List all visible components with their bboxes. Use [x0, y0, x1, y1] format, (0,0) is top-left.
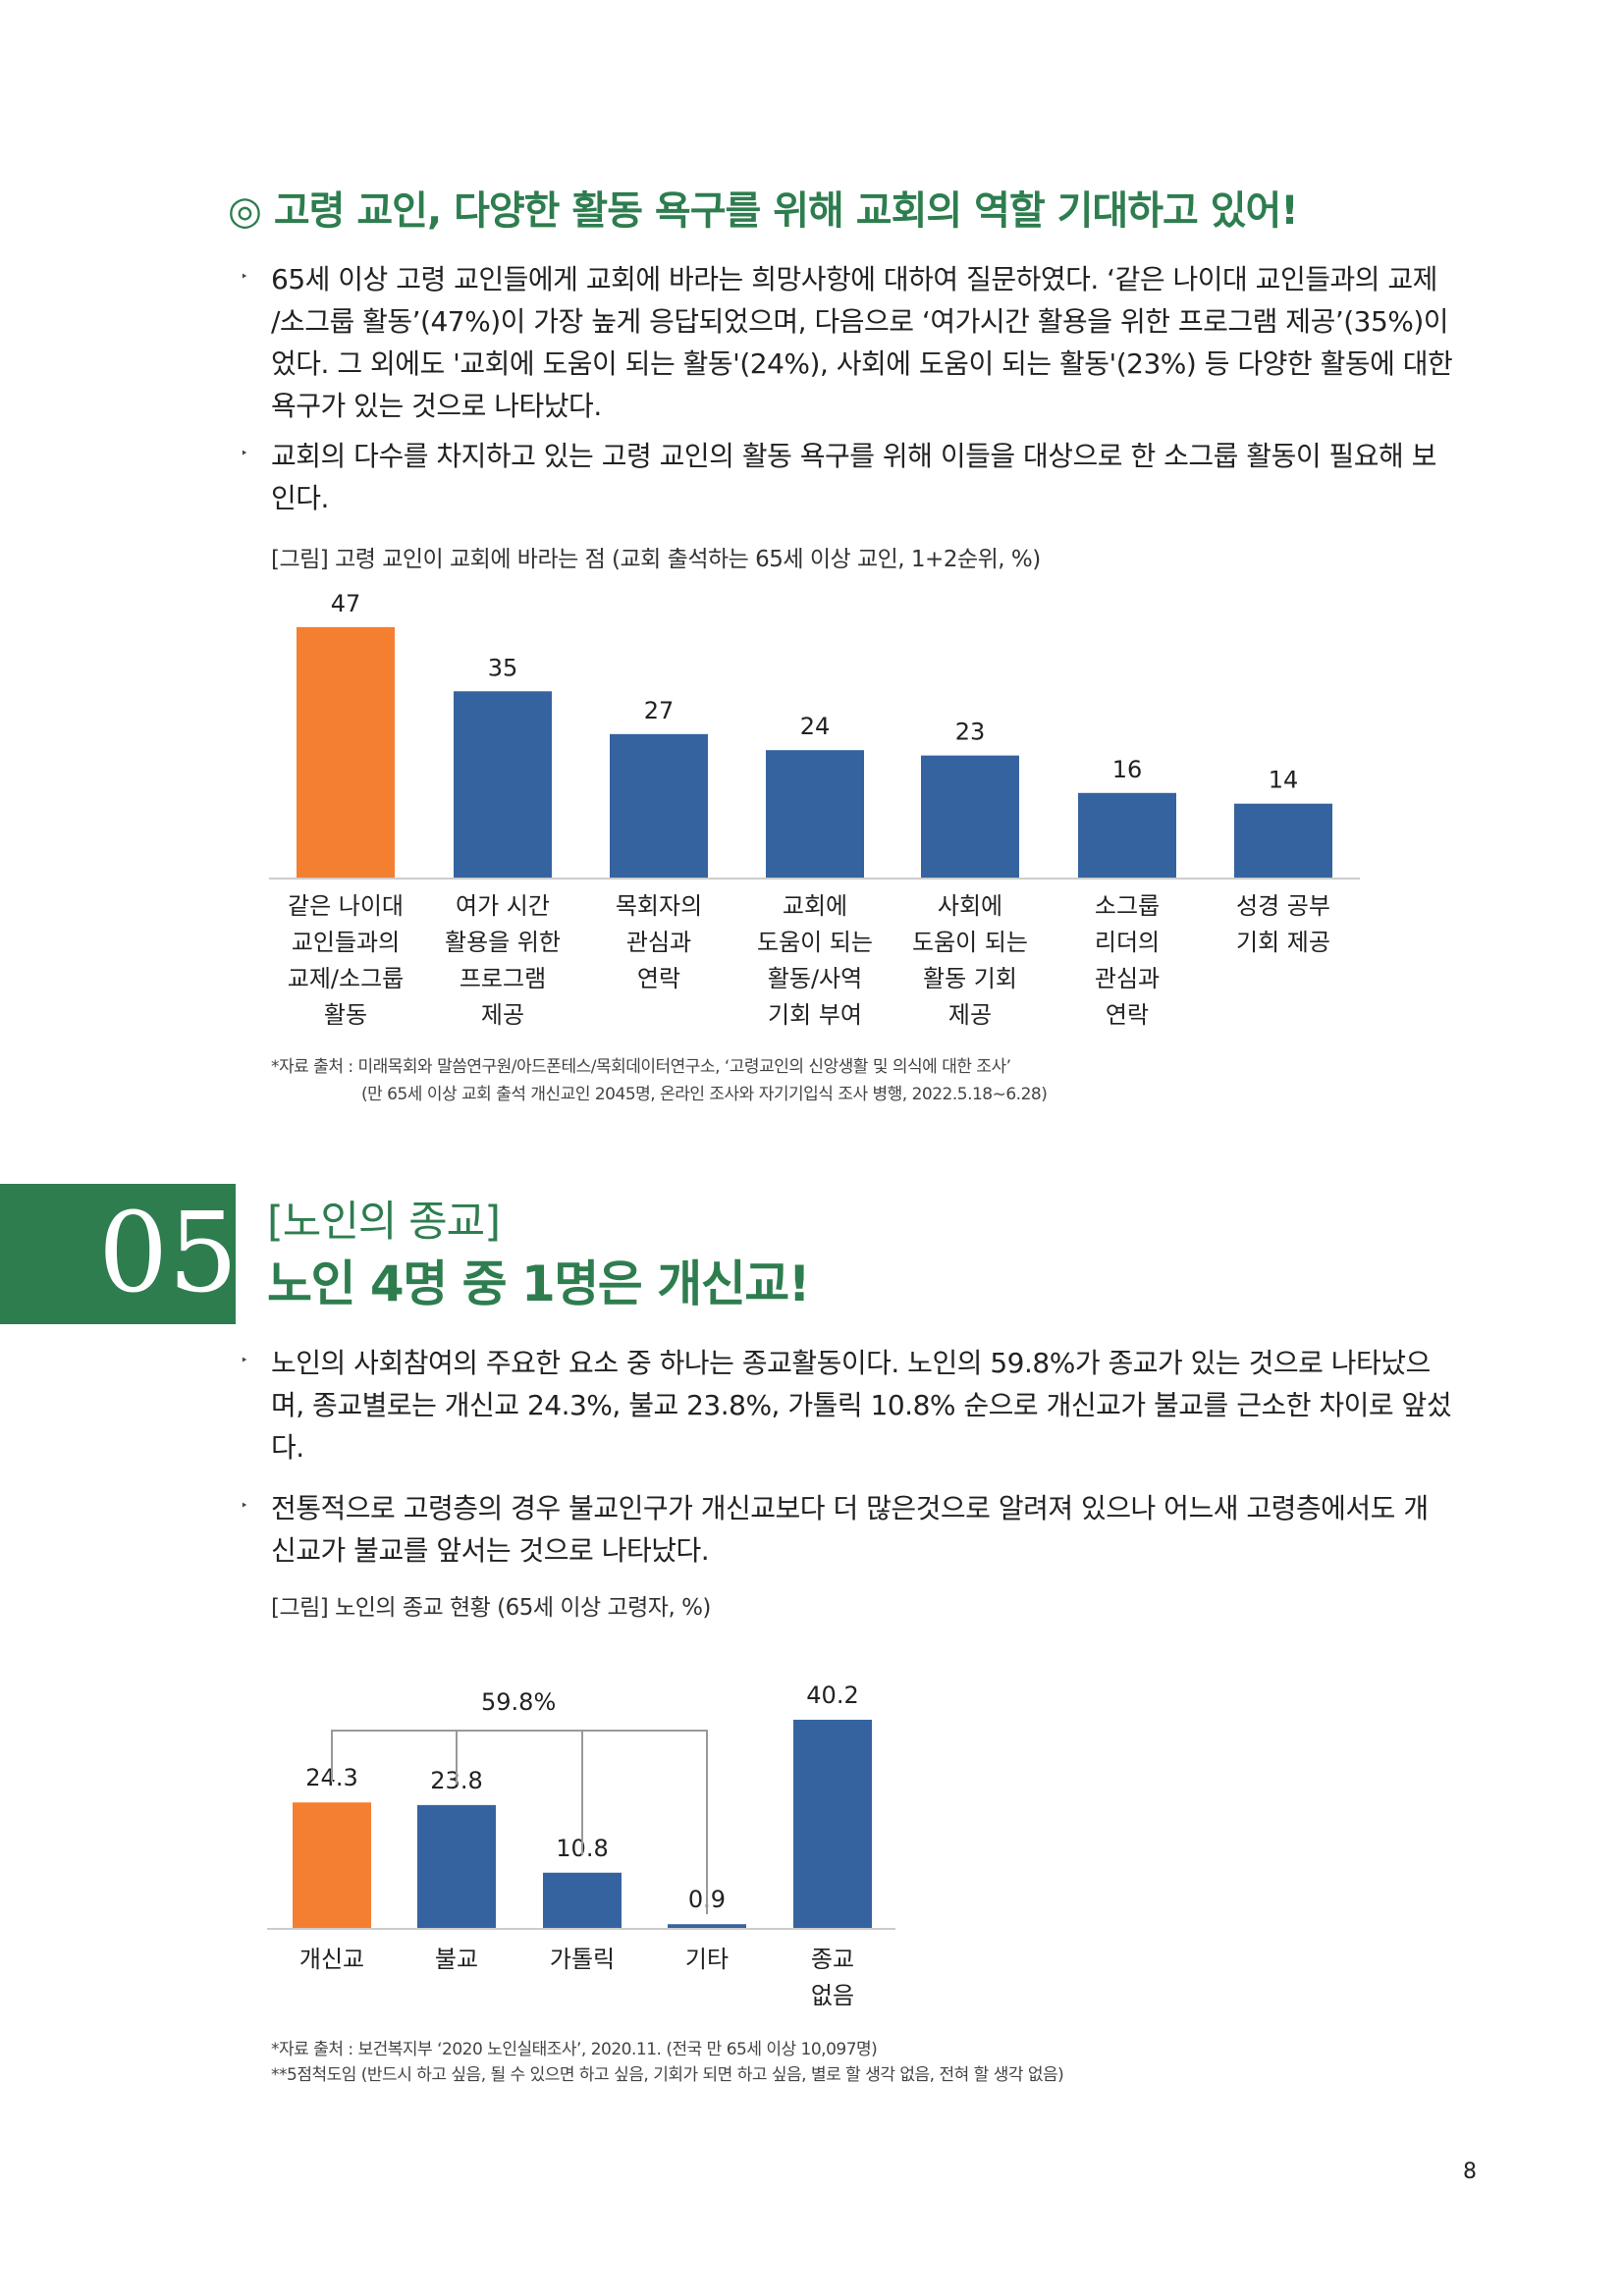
chart1-source-detail: (만 65세 이상 교회 출석 개신교인 2045명, 온라인 조사와 자기기입… — [361, 1085, 1048, 1104]
section2-paragraph-line: 전통적으로 고령층의 경우 불교인구가 개신교보다 더 많은것으로 알려져 있으… — [271, 1492, 1429, 1524]
chart1-bar — [921, 755, 1019, 879]
section2-paragraph-line: 다. — [271, 1431, 304, 1464]
section2-paragraph-line: 신교가 불교를 앞서는 것으로 나타났다. — [271, 1534, 710, 1567]
chart1-category-label: 소그룹 리더의 관심과 연락 — [1094, 892, 1161, 1029]
chart2-category-label: 개신교 — [298, 1946, 365, 1973]
page-number: 8 — [1463, 2160, 1477, 2184]
chart1-value-label: 47 — [331, 590, 361, 617]
chart1-value-label: 23 — [955, 719, 986, 746]
chart1-value-label: 27 — [644, 697, 675, 724]
chart1-bar — [1234, 803, 1332, 879]
section1-bullet-marker: ‣ — [241, 447, 248, 461]
chart1-value-label: 14 — [1269, 767, 1299, 794]
section-tag: [노인의 종교] — [267, 1198, 501, 1247]
section1-bullet-marker: ‣ — [241, 270, 248, 285]
section2-bullet-marker: ‣ — [241, 1499, 248, 1514]
chart1-value-label: 16 — [1112, 756, 1143, 783]
section-number: 05 — [98, 1190, 239, 1317]
chart1-bar — [297, 626, 395, 879]
chart1-bar — [610, 733, 708, 879]
chart1-category-label: 같은 나이대 교인들과의 교제/소그룹 활동 — [287, 892, 405, 1029]
religion-total-label: 59.8% — [481, 1688, 557, 1716]
chart2-bar — [668, 1924, 746, 1929]
chart1-source: *자료 출처 : 미래목회와 말씀연구원/아드폰테스/목회데이터연구소, ‘고령… — [271, 1057, 1011, 1077]
chart1-bar — [766, 750, 864, 879]
chart2-category-label: 불교 — [434, 1946, 479, 1973]
chart2-bar — [293, 1802, 371, 1929]
religion-total-bracket — [331, 1730, 708, 1914]
chart2-value-label: 0.9 — [688, 1886, 726, 1913]
chart2-category-label: 종교 없음 — [810, 1946, 855, 2009]
section2-paragraph-line: 노인의 사회참여의 주요한 요소 중 하나는 종교활동이다. 노인의 59.8%… — [271, 1347, 1431, 1379]
chart1-category-label: 여가 시간 활용을 위한 프로그램 제공 — [444, 892, 562, 1029]
section-number-box — [0, 1184, 236, 1324]
chart2-bar — [543, 1872, 622, 1929]
chart1-category-label: 성경 공부 기회 제공 — [1236, 892, 1330, 956]
section1-paragraph-line: 인다. — [271, 482, 329, 514]
chart2-category-label: 기타 — [684, 1946, 730, 1973]
section1-paragraph-line: 었다. 그 외에도 '교회에 도움이 되는 활동'(24%), 사회에 도움이 … — [271, 347, 1453, 380]
section1-paragraph-line: 65세 이상 고령 교인들에게 교회에 바라는 희망사항에 대하여 질문하였다.… — [271, 263, 1437, 295]
section-title: 노인 4명 중 1명은 개신교! — [267, 1255, 811, 1312]
chart2-value-label: 23.8 — [430, 1767, 482, 1794]
section1-paragraph-line: 욕구가 있는 것으로 나타났다. — [271, 390, 602, 422]
section-heading: ◎ 고령 교인, 다양한 활동 욕구를 위해 교회의 역할 기대하고 있어! — [228, 188, 1299, 234]
chart1-category-label: 목회자의 관심과 연락 — [615, 892, 703, 992]
chart2-source: *자료 출처 : 보건복지부 ‘2020 노인실태조사’, 2020.11. (… — [271, 2040, 878, 2059]
chart2-bar — [417, 1804, 496, 1929]
chart2-value-label: 24.3 — [305, 1764, 357, 1791]
chart2-value-label: 10.8 — [556, 1835, 608, 1862]
chart1-bar — [454, 691, 552, 879]
chart2-category-label: 가톨릭 — [549, 1946, 616, 1973]
section2-bullet-marker: ‣ — [241, 1354, 248, 1368]
chart2-value-label: 40.2 — [806, 1682, 858, 1709]
chart2-note: **5점척도임 (반드시 하고 싶음, 될 수 있으면 하고 싶음, 기회가 되… — [271, 2065, 1064, 2085]
chart2-bar — [793, 1719, 872, 1929]
section1-paragraph-line: 교회의 다수를 차지하고 있는 고령 교인의 활동 욕구를 위해 이들을 대상으… — [271, 440, 1436, 472]
section1-paragraph-line: /소그룹 활동’(47%)이 가장 높게 응답되었으며, 다음으로 ‘여가시간 … — [271, 305, 1449, 338]
chart1-bar — [1078, 792, 1176, 879]
chart1-value-label: 24 — [800, 713, 831, 740]
chart2-caption: [그림] 노인의 종교 현황 (65세 이상 고령자, %) — [271, 1595, 711, 1621]
section2-paragraph-line: 며, 종교별로는 개신교 24.3%, 불교 23.8%, 가톨릭 10.8% … — [271, 1389, 1452, 1421]
chart1-value-label: 35 — [488, 654, 518, 681]
chart1-caption: [그림] 고령 교인이 교회에 바라는 점 (교회 출석하는 65세 이상 교인… — [271, 547, 1041, 572]
chart1-category-label: 교회에 도움이 되는 활동/사역 기회 부여 — [756, 892, 874, 1029]
chart1-category-label: 사회에 도움이 되는 활동 기회 제공 — [911, 892, 1029, 1029]
